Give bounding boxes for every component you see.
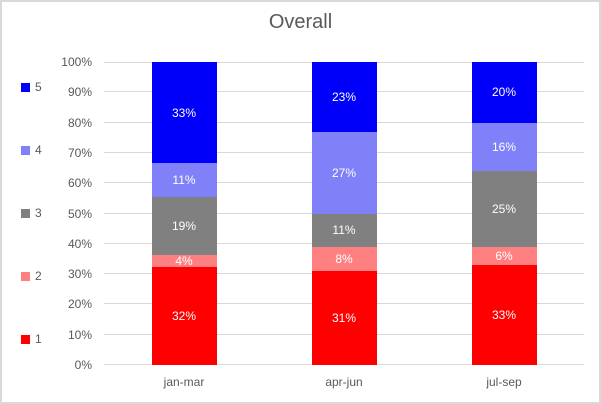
bar-segment-series-1: 31% [311, 271, 377, 365]
legend-label: 4 [35, 143, 42, 157]
data-label: 11% [332, 223, 356, 238]
legend-item-3: 3 [21, 206, 42, 220]
bar-segment-series-4: 27% [311, 131, 377, 214]
data-label: 33% [171, 105, 197, 120]
legend-item-4: 4 [21, 143, 42, 157]
bar-segment-series-4: 16% [471, 122, 537, 172]
bar-segment-series-5: 23% [311, 62, 377, 132]
legend-swatch [21, 82, 30, 92]
y-axis-tick-label: 0% [74, 358, 92, 372]
y-axis-tick-label: 90% [67, 85, 92, 100]
y-axis-tick-label: 30% [67, 267, 92, 282]
legend-swatch [21, 334, 30, 344]
y-axis-tick-label: 80% [67, 115, 92, 130]
data-label: 31% [331, 311, 357, 326]
data-label: 6% [495, 248, 513, 263]
data-label: 33% [491, 308, 517, 322]
data-label: 4% [175, 253, 193, 268]
bar-segment-series-3: 25% [471, 171, 537, 247]
legend-label: 5 [35, 80, 42, 94]
legend-label: 1 [35, 332, 42, 346]
y-axis-tick-label: 10% [67, 327, 92, 342]
legend-item-1: 1 [21, 332, 42, 346]
x-axis-category-label: jan-mar [163, 375, 205, 389]
legend-label: 3 [35, 206, 42, 220]
data-label: 23% [331, 89, 357, 104]
data-label: 25% [491, 201, 517, 216]
bar-segment-series-4: 11% [151, 163, 217, 197]
y-axis-tick-label: 40% [67, 236, 92, 251]
stacked-bar-jul-sep: 33% 6% 25% 16% 20% [471, 62, 537, 365]
legend-swatch [21, 271, 30, 281]
data-label: 16% [491, 139, 517, 154]
chart-title: Overall [268, 11, 333, 33]
data-label: 32% [171, 309, 197, 324]
stacked-bar-apr-jun: 31% 8% 11% 27% 23% [311, 62, 377, 365]
data-label: 8% [335, 251, 353, 266]
bar-segment-series-2: 4% [151, 253, 217, 268]
legend-item-5: 5 [21, 80, 42, 94]
bar-segment-series-2: 8% [311, 246, 377, 272]
plot-area: 32% 4% 19% 11% 33% 31% 8% 11% 27% 23% 33% 6% 25% 16% 2… [104, 62, 584, 365]
legend-swatch [21, 145, 30, 155]
stacked-bar-jan-mar: 32% 4% 19% 11% 33% [151, 62, 217, 365]
y-axis-tick-label: 50% [67, 206, 92, 221]
data-label: 11% [172, 172, 196, 187]
y-axis-tick-label: 20% [67, 297, 92, 312]
legend: 5 4 3 2 1 [21, 80, 42, 346]
y-axis-tick-label: 70% [67, 145, 92, 160]
bar-segment-series-5: 33% [151, 62, 217, 164]
bar-segment-series-3: 11% [311, 213, 377, 247]
bar-segment-series-2: 6% [471, 246, 537, 266]
data-label: 27% [331, 165, 357, 180]
bar-segment-series-3: 19% [151, 196, 217, 255]
legend-item-2: 2 [21, 269, 42, 283]
data-label: 20% [491, 85, 517, 100]
legend-label: 2 [35, 269, 42, 283]
legend-swatch [21, 208, 30, 218]
x-axis-category-label: jul-sep [486, 375, 522, 389]
bar-segment-series-5: 20% [471, 62, 537, 123]
bar-segment-series-1: 32% [151, 267, 217, 365]
bar-segment-series-1: 33% [471, 265, 537, 365]
y-axis-tick-label: 60% [67, 176, 92, 191]
y-axis-tick-label: 100% [61, 55, 92, 69]
x-axis-category-label: apr-jun [325, 375, 363, 389]
data-label: 19% [171, 218, 197, 233]
